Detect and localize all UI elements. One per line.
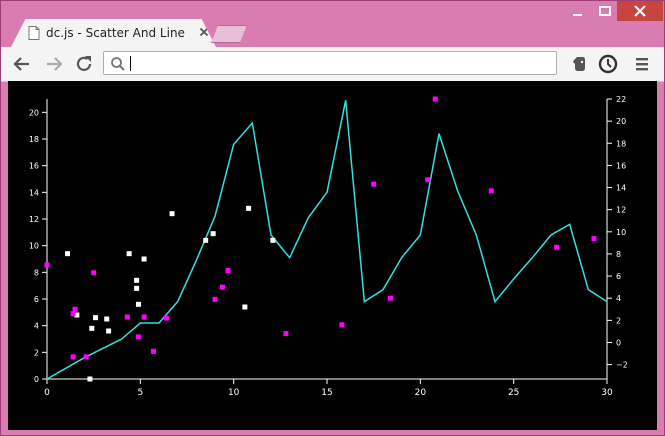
scatter-line-chart: 0 5 10 15 20 25 30 0 2 4 6 8 10 12 14 16 18 20 −2 0 2 4 6 8 10 12… [29,95,628,398]
scatter-point-right-axis [219,284,225,290]
y-right-tick-label: 10 [616,228,626,237]
back-icon[interactable] [11,53,33,75]
y-left-tick-label: 16 [29,162,39,171]
scatter-point-right-axis [425,177,431,183]
scatter-point-right-axis [70,311,76,317]
scatter-point-left-axis [74,312,80,318]
toolbar [1,47,664,82]
page-content: 0 5 10 15 20 25 30 0 2 4 6 8 10 12 14 16 18 20 −2 0 2 4 6 8 10 12… [8,81,657,430]
scatter-point-right-axis [44,262,50,268]
scatter-point-left-axis [89,325,95,331]
y-left-tick-label: 20 [29,108,39,117]
scatter-point-left-axis [135,301,141,307]
scatter-point-right-axis [72,306,78,312]
scatter-point-left-axis [106,328,112,334]
tab-title: dc.js - Scatter And Line [46,26,185,40]
scatter-point-left-axis [126,251,132,257]
address-bar[interactable] [103,51,557,75]
scatter-point-right-axis [225,268,231,274]
evernote-icon[interactable] [568,53,590,75]
close-icon[interactable] [199,27,209,37]
y-left-tick-label: 6 [34,295,39,304]
y-right-tick-label: 0 [616,338,621,347]
scatter-point-right-axis [163,315,169,321]
y-left-tick-label: 12 [29,215,39,224]
y-left-tick-label: 14 [29,188,39,197]
menu-icon[interactable] [631,53,653,75]
window-close-button[interactable] [617,1,663,21]
y-right-tick-label: 8 [616,250,621,259]
x-tick-label: 10 [228,388,240,398]
y-left-tick-label: 18 [29,135,39,144]
scatter-point-right-axis [371,181,377,187]
tab-strip: dc.js - Scatter And Line [1,1,665,47]
x-tick-label: 0 [44,388,50,398]
y-right-tick-label: 20 [616,117,626,126]
scatter-point-left-axis [210,231,216,237]
tab-active[interactable]: dc.js - Scatter And Line [11,19,216,47]
scatter-point-left-axis [134,277,140,283]
scatter-point-right-axis [554,244,560,250]
scatter-point-left-axis [65,251,71,257]
y-right-tick-label: −2 [616,361,628,370]
y-right-tick-label: 14 [616,184,626,193]
scatter-point-right-axis [91,270,97,276]
scatter-point-right-axis [83,354,89,360]
text-caret [130,56,131,71]
x-tick-label: 15 [321,388,332,398]
chart-axes: 0 5 10 15 20 25 30 0 2 4 6 8 10 12 14 16 18 20 −2 0 2 4 6 8 10 12… [29,95,628,398]
minimize-button[interactable] [567,1,589,23]
scatter-point-right-axis [387,295,393,301]
chart-series [44,96,608,382]
x-tick-label: 5 [137,388,143,398]
sync-icon[interactable] [597,53,619,75]
scatter-point-left-axis [104,316,110,322]
y-left-tick-label: 8 [34,268,39,277]
scatter-point-left-axis [246,205,252,211]
scatter-point-left-axis [203,237,209,243]
x-tick-label: 20 [415,388,427,398]
y-right-tick-label: 2 [616,316,621,325]
scatter-point-right-axis [212,296,218,302]
scatter-point-left-axis [169,211,175,217]
maximize-button[interactable] [593,1,617,23]
scatter-point-right-axis [591,235,597,241]
scatter-point-left-axis [93,315,99,321]
y-left-tick-label: 4 [34,322,39,331]
y-left-tick-label: 10 [29,242,39,251]
scatter-point-left-axis [270,237,276,243]
scatter-point-right-axis [488,188,494,194]
scatter-point-left-axis [242,304,248,310]
y-right-tick-label: 22 [616,95,626,104]
scatter-point-left-axis [87,376,93,382]
y-left-tick-label: 0 [34,375,39,384]
scatter-point-right-axis [150,348,156,354]
y-right-tick-label: 6 [616,272,621,281]
scatter-point-right-axis [70,354,76,360]
reload-icon[interactable] [73,53,95,75]
scatter-point-right-axis [124,314,130,320]
page-icon [28,26,40,40]
forward-icon[interactable] [43,53,65,75]
scatter-point-left-axis [141,256,147,262]
scatter-point-right-axis [432,96,438,102]
y-left-tick-label: 2 [34,348,39,357]
scatter-point-right-axis [283,331,289,337]
scatter-point-right-axis [141,314,147,320]
line-series [46,100,608,380]
y-right-tick-label: 12 [616,206,626,215]
scatter-point-right-axis [339,322,345,328]
y-right-tick-label: 4 [616,294,621,303]
x-tick-label: 30 [601,388,613,398]
new-tab-button[interactable] [211,25,247,43]
address-input[interactable] [130,54,550,72]
x-tick-label: 25 [508,388,519,398]
scatter-point-left-axis [134,285,140,291]
search-icon [111,57,125,71]
y-right-tick-label: 16 [616,161,626,170]
y-right-tick-label: 18 [616,139,626,148]
scatter-point-right-axis [135,334,141,340]
